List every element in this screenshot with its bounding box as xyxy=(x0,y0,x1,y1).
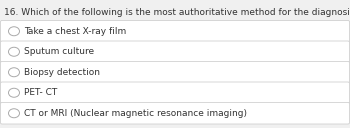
Text: Take a chest X-ray film: Take a chest X-ray film xyxy=(24,27,126,36)
FancyBboxPatch shape xyxy=(0,61,350,83)
FancyBboxPatch shape xyxy=(0,103,350,124)
Text: Sputum culture: Sputum culture xyxy=(24,47,94,56)
Text: Biopsy detection: Biopsy detection xyxy=(24,68,100,77)
FancyBboxPatch shape xyxy=(0,20,350,42)
FancyBboxPatch shape xyxy=(0,41,350,62)
Text: 16. Which of the following is the most authoritative method for the diagnosis of: 16. Which of the following is the most a… xyxy=(4,8,350,17)
Text: CT or MRI (Nuclear magnetic resonance imaging): CT or MRI (Nuclear magnetic resonance im… xyxy=(24,109,247,118)
Text: PET- CT: PET- CT xyxy=(24,88,57,97)
FancyBboxPatch shape xyxy=(0,82,350,104)
